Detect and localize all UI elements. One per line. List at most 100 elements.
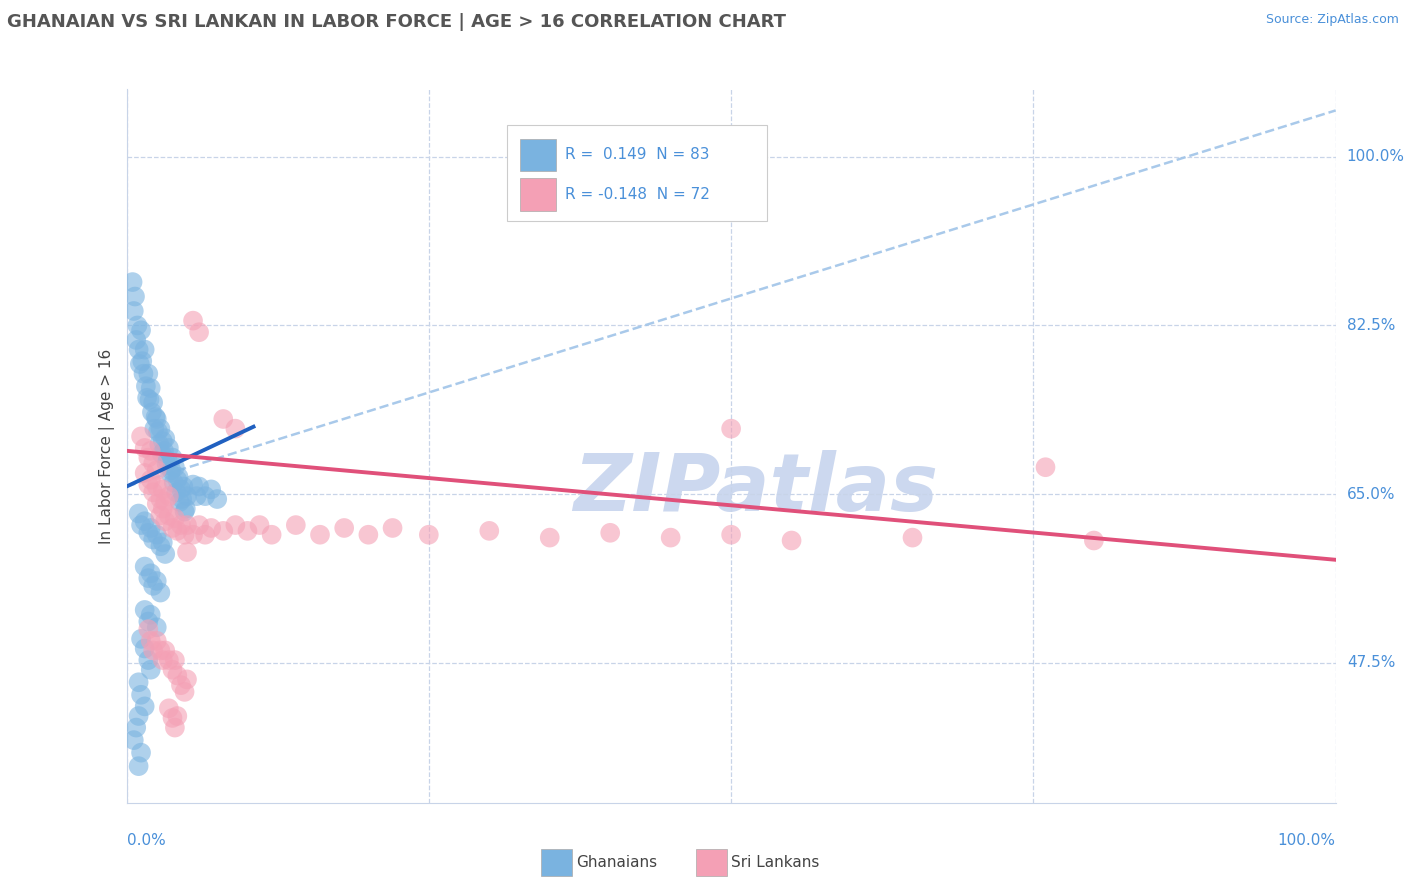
Point bbox=[142, 456, 165, 470]
Point bbox=[142, 395, 165, 409]
Point bbox=[163, 475, 186, 490]
Point bbox=[1083, 533, 1105, 548]
Point bbox=[139, 521, 162, 535]
Point bbox=[205, 491, 228, 506]
Point bbox=[138, 392, 160, 407]
Point bbox=[125, 333, 148, 347]
Point bbox=[157, 653, 180, 667]
Point bbox=[142, 643, 165, 657]
Text: 0.0%: 0.0% bbox=[127, 833, 166, 848]
Point bbox=[129, 518, 152, 533]
Point bbox=[720, 527, 742, 541]
Point bbox=[188, 518, 211, 533]
Point bbox=[155, 514, 177, 528]
Point bbox=[181, 313, 204, 327]
Point bbox=[176, 545, 198, 559]
Point bbox=[155, 456, 177, 470]
Point bbox=[418, 527, 440, 541]
Point bbox=[224, 518, 246, 533]
Point bbox=[152, 535, 174, 549]
Point bbox=[212, 412, 235, 426]
Point bbox=[146, 497, 169, 511]
Point bbox=[249, 518, 271, 533]
Point bbox=[132, 367, 155, 381]
Point bbox=[124, 289, 146, 303]
Point bbox=[152, 434, 174, 449]
Point bbox=[134, 514, 156, 528]
Point bbox=[152, 501, 174, 516]
Point bbox=[128, 675, 150, 690]
Point bbox=[260, 527, 283, 541]
Point bbox=[142, 579, 165, 593]
Point bbox=[156, 453, 179, 467]
Point bbox=[169, 495, 191, 509]
Point bbox=[149, 491, 172, 506]
Point bbox=[134, 559, 156, 574]
Point bbox=[1035, 460, 1057, 475]
Point bbox=[136, 653, 159, 667]
Point bbox=[155, 495, 177, 509]
Point bbox=[333, 521, 356, 535]
Point bbox=[170, 518, 193, 533]
Point bbox=[309, 527, 332, 541]
Point bbox=[538, 531, 561, 545]
Point bbox=[149, 643, 172, 657]
Point bbox=[181, 477, 204, 491]
Text: GHANAIAN VS SRI LANKAN IN LABOR FORCE | AGE > 16 CORRELATION CHART: GHANAIAN VS SRI LANKAN IN LABOR FORCE | … bbox=[7, 13, 786, 31]
Point bbox=[122, 733, 145, 747]
Point bbox=[129, 632, 152, 646]
Point bbox=[129, 323, 152, 337]
Point bbox=[136, 391, 159, 405]
Point bbox=[720, 422, 742, 436]
Point bbox=[780, 533, 803, 548]
Point bbox=[128, 709, 150, 723]
Point bbox=[162, 711, 184, 725]
FancyBboxPatch shape bbox=[520, 139, 555, 171]
Point bbox=[166, 668, 188, 682]
Point bbox=[200, 483, 222, 497]
Point bbox=[170, 678, 193, 692]
Point bbox=[172, 491, 194, 506]
Point bbox=[188, 325, 211, 339]
Point bbox=[236, 524, 259, 538]
Point bbox=[166, 524, 188, 538]
Point bbox=[157, 441, 180, 455]
Point bbox=[135, 379, 157, 393]
Point bbox=[129, 688, 152, 702]
Point bbox=[134, 343, 156, 357]
FancyBboxPatch shape bbox=[508, 125, 768, 221]
Point bbox=[148, 437, 170, 451]
Point bbox=[901, 531, 924, 545]
Point bbox=[176, 518, 198, 533]
Point bbox=[173, 685, 195, 699]
Point bbox=[139, 663, 162, 677]
Point bbox=[134, 603, 156, 617]
Point bbox=[478, 524, 501, 538]
Point bbox=[128, 343, 150, 357]
Text: 65.0%: 65.0% bbox=[1347, 487, 1395, 501]
Point bbox=[146, 620, 169, 634]
Point bbox=[167, 470, 190, 484]
Point bbox=[357, 527, 380, 541]
Text: Sri Lankans: Sri Lankans bbox=[731, 855, 820, 870]
Point bbox=[153, 443, 176, 458]
Point bbox=[134, 441, 156, 455]
Point bbox=[139, 633, 162, 648]
Point bbox=[141, 405, 163, 419]
Point bbox=[155, 643, 177, 657]
Point bbox=[162, 521, 184, 535]
Point bbox=[127, 318, 149, 333]
Point bbox=[163, 460, 186, 475]
Point bbox=[122, 304, 145, 318]
Point bbox=[194, 527, 217, 541]
Point bbox=[284, 518, 307, 533]
Y-axis label: In Labor Force | Age > 16: In Labor Force | Age > 16 bbox=[100, 349, 115, 543]
Point bbox=[152, 653, 174, 667]
Point bbox=[186, 489, 208, 503]
Point bbox=[139, 566, 162, 581]
Point bbox=[139, 443, 162, 458]
Point bbox=[136, 367, 159, 381]
Point bbox=[145, 410, 167, 425]
Point bbox=[136, 450, 159, 465]
Text: 47.5%: 47.5% bbox=[1347, 656, 1395, 671]
